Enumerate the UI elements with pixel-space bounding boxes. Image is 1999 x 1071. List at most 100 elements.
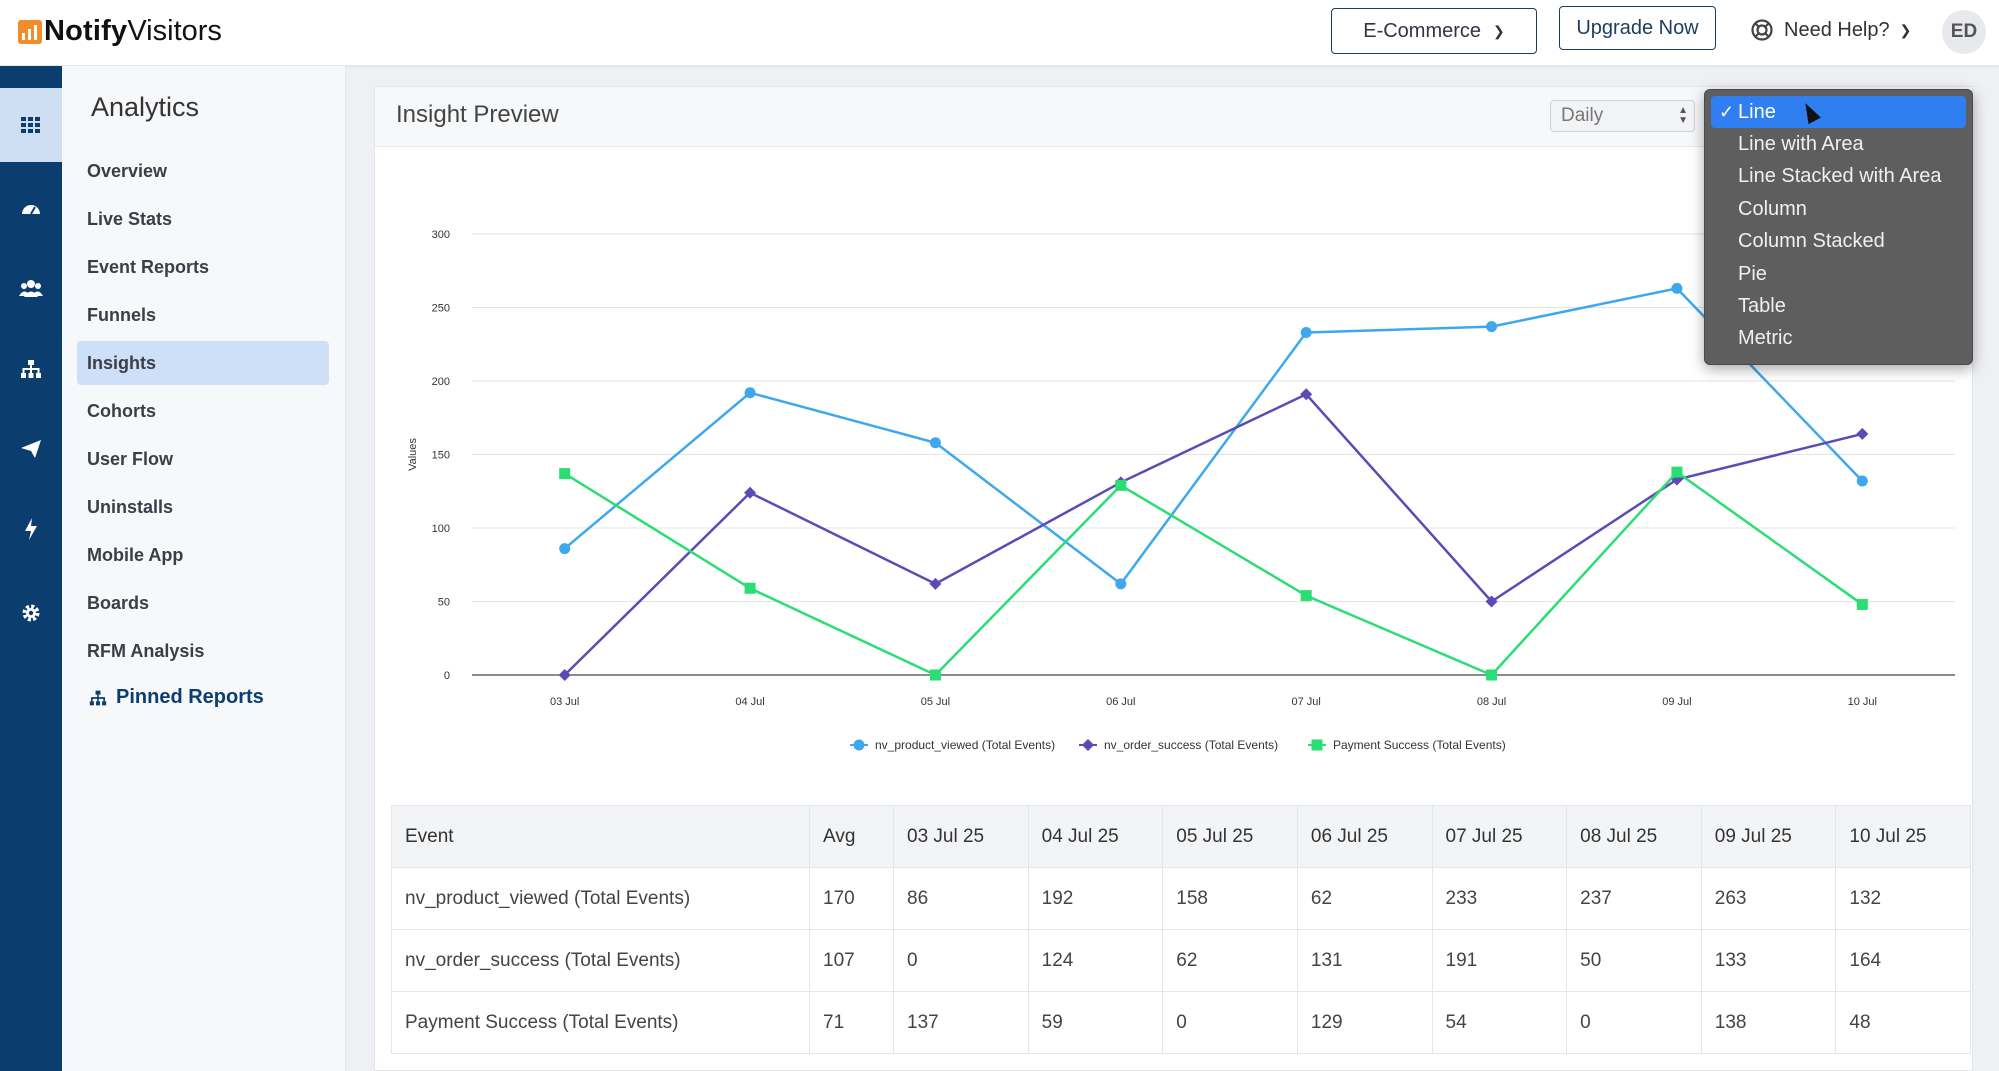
rail-sitemap-icon[interactable]: [0, 332, 62, 406]
series-2-point: [929, 577, 942, 590]
table-row: nv_product_viewed (Total Events) 170 86 …: [391, 867, 1971, 930]
chart-type-option-column[interactable]: Column: [1711, 193, 1966, 225]
sidebar-item-funnels[interactable]: Funnels: [87, 304, 157, 325]
y-axis-label: Values: [407, 438, 419, 471]
legend-2-point: [1082, 739, 1094, 751]
rail-bolt-icon[interactable]: [0, 492, 62, 566]
chart-type-option-line-with-area[interactable]: Line with Area: [1711, 128, 1966, 160]
table-cell: 0: [1162, 991, 1298, 1054]
rail-gear-icon[interactable]: [0, 576, 62, 650]
y-tick-label: 100: [432, 523, 450, 535]
table-cell: 237: [1566, 867, 1702, 930]
table-cell: 158: [1162, 867, 1298, 930]
x-tick-label: 05 Jul: [921, 696, 950, 708]
rail-paper-plane-icon[interactable]: [0, 412, 62, 486]
series-3-point: [929, 669, 941, 681]
table-cell: 48: [1835, 991, 1971, 1054]
sidebar-item-event-reports[interactable]: Event Reports: [87, 256, 210, 277]
column-header-date[interactable]: 04 Jul 25: [1027, 805, 1164, 868]
legend-label: nv_order_success (Total Events): [1104, 738, 1278, 752]
table-cell: 62: [1162, 929, 1298, 992]
sidebar-item-cohorts[interactable]: Cohorts: [87, 400, 156, 421]
column-header-date[interactable]: 08 Jul 25: [1566, 805, 1702, 868]
x-tick-label: 07 Jul: [1292, 696, 1321, 708]
table-cell: 50: [1566, 929, 1702, 992]
interval-select[interactable]: Daily ▲ ▼: [1550, 100, 1695, 132]
upgrade-now-button[interactable]: Upgrade Now: [1559, 6, 1716, 50]
x-tick-label: 09 Jul: [1662, 696, 1691, 708]
table-cell: 129: [1296, 991, 1433, 1054]
column-header-date[interactable]: 05 Jul 25: [1162, 805, 1298, 868]
pinned-reports-link[interactable]: Pinned Reports: [88, 686, 264, 709]
x-tick-label: 03 Jul: [550, 696, 579, 708]
x-tick-label: 06 Jul: [1106, 696, 1135, 708]
insight-data-table: Event Avg 03 Jul 25 04 Jul 25 05 Jul 25 …: [391, 805, 1971, 1054]
sidebar-item-mobile-app[interactable]: Mobile App: [87, 544, 184, 565]
column-header-event[interactable]: Event: [391, 805, 810, 868]
sidebar-item-overview[interactable]: Overview: [87, 160, 168, 181]
series-2-point: [558, 669, 571, 681]
chart-type-option-metric[interactable]: Metric: [1711, 323, 1966, 355]
series-2-point: [744, 486, 757, 499]
table-row: nv_order_success (Total Events) 107 0 12…: [391, 929, 1971, 992]
series-3-point: [559, 468, 571, 480]
table-cell: 164: [1835, 929, 1971, 992]
rail-grid-icon[interactable]: [0, 88, 62, 162]
sidebar-item-user-flow[interactable]: User Flow: [87, 448, 174, 469]
legend-label: Payment Success (Total Events): [1333, 738, 1506, 752]
chart-type-option-table[interactable]: Table: [1711, 290, 1966, 322]
column-header-date[interactable]: 10 Jul 25: [1835, 805, 1971, 868]
table-cell: 0: [1566, 991, 1702, 1054]
sidebar-item-live-stats[interactable]: Live Stats: [87, 208, 173, 229]
select-arrows-icon: ▲ ▼: [1678, 105, 1688, 126]
chart-type-option-pie[interactable]: Pie: [1711, 258, 1966, 290]
series-2-point: [1856, 427, 1869, 440]
chart-type-option-label: Metric: [1738, 327, 1793, 350]
series-3-point: [1115, 479, 1127, 491]
table-cell: 62: [1296, 867, 1433, 930]
table-cell: 170: [809, 867, 894, 930]
table-row: Payment Success (Total Events) 71 137 59…: [391, 991, 1971, 1054]
brand-logo[interactable]: Notify Visitors: [18, 15, 222, 48]
x-tick-label: 08 Jul: [1477, 696, 1506, 708]
table-cell: 124: [1027, 929, 1164, 992]
y-tick-label: 150: [432, 450, 450, 462]
sidebar-item-insights[interactable]: Insights: [77, 341, 329, 385]
brand-name-bold: Notify: [44, 15, 128, 47]
project-select-label: E-Commerce: [1363, 19, 1482, 42]
sidebar-item-rfm-analysis[interactable]: RFM Analysis: [87, 640, 205, 661]
sidebar-item-uninstalls[interactable]: Uninstalls: [87, 496, 174, 517]
series-3-point: [1856, 598, 1868, 610]
chart-type-option-label: Line Stacked with Area: [1738, 165, 1942, 188]
series-1-point: [1856, 475, 1868, 487]
panel-title: Insight Preview: [396, 101, 559, 128]
user-avatar[interactable]: ED: [1942, 10, 1986, 54]
need-help-menu[interactable]: Need Help? ❯: [1750, 18, 1911, 42]
table-cell: 132: [1835, 867, 1971, 930]
chevron-down-icon: ❯: [1493, 22, 1505, 39]
pinned-reports-label: Pinned Reports: [116, 686, 264, 708]
series-1-point: [1486, 321, 1498, 333]
sidebar-item-boards[interactable]: Boards: [87, 592, 150, 613]
series-3-point: [1671, 466, 1683, 478]
table-cell: 54: [1431, 991, 1568, 1054]
column-header-avg[interactable]: Avg: [809, 805, 894, 868]
legend-label: nv_product_viewed (Total Events): [875, 738, 1055, 752]
chart-type-option-column-stacked[interactable]: Column Stacked: [1711, 226, 1966, 258]
y-tick-label: 200: [432, 376, 450, 388]
series-3-line: [564, 470, 1864, 677]
rail-users-icon[interactable]: [0, 252, 62, 326]
table-cell: 86: [893, 867, 1029, 930]
chart-type-option-line[interactable]: ✓ Line: [1711, 96, 1966, 129]
project-select[interactable]: E-Commerce ❯: [1331, 8, 1537, 54]
column-header-date[interactable]: 09 Jul 25: [1700, 805, 1837, 868]
column-header-date[interactable]: 06 Jul 25: [1296, 805, 1433, 868]
rail-dashboard-icon[interactable]: [0, 172, 62, 246]
table-cell: Payment Success (Total Events): [391, 991, 810, 1054]
table-cell: 138: [1700, 991, 1837, 1054]
chart-type-option-line-stacked-area[interactable]: Line Stacked with Area: [1711, 161, 1966, 193]
x-tick-label: 04 Jul: [735, 696, 764, 708]
column-header-date[interactable]: 03 Jul 25: [893, 805, 1029, 868]
column-header-date[interactable]: 07 Jul 25: [1431, 805, 1568, 868]
table-cell: 263: [1700, 867, 1837, 930]
